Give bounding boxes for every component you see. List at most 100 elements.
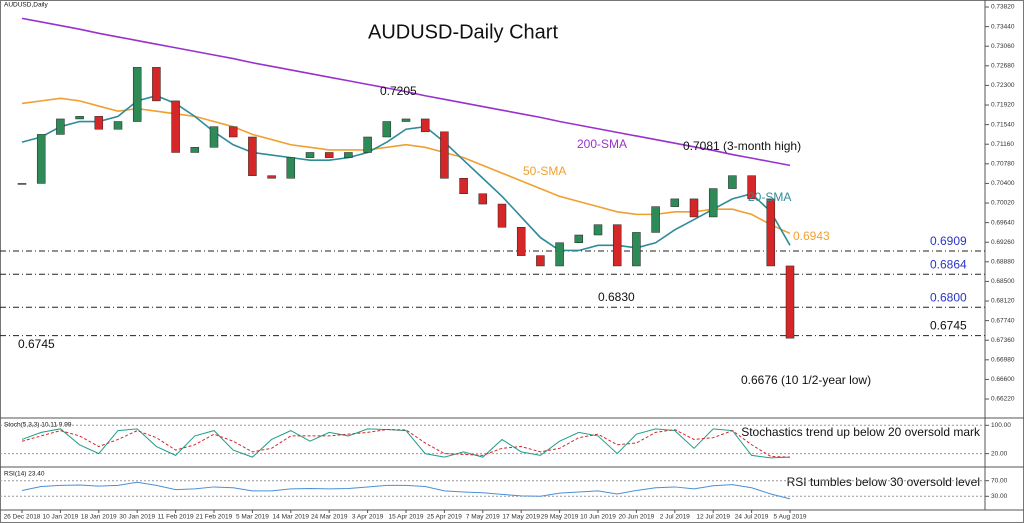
y-tick-label: 0.72680 (991, 63, 1015, 70)
candle (478, 193, 488, 205)
x-tick-label: 26 Dec 2018 (4, 514, 41, 521)
candle (420, 118, 430, 133)
y-tick-label: 0.67740 (991, 317, 1015, 324)
series-line (21, 17, 791, 167)
candle (574, 234, 584, 243)
y-tick-label: 0.71920 (991, 102, 1015, 109)
candle (248, 136, 257, 176)
series-label: 200-SMA (577, 137, 627, 151)
x-tick-label: 5 Mar 2019 (236, 514, 269, 521)
y-tick-label: 0.66220 (991, 396, 1015, 403)
candle (747, 175, 756, 200)
x-tick-label: 11 Feb 2019 (158, 514, 194, 521)
annotation: 0.6745 (18, 337, 55, 351)
candle (382, 121, 392, 138)
candle (708, 188, 718, 218)
series-line (21, 428, 791, 459)
level-label: 0.6800 (930, 290, 967, 304)
annotation: 0.6943 (793, 229, 830, 243)
x-tick-label: 25 Apr 2019 (427, 514, 462, 521)
candle (171, 100, 180, 153)
candle (440, 131, 449, 179)
x-tick-label: 5 Aug 2019 (774, 514, 807, 521)
rsi-note: RSI tumbles below 30 oversold level (787, 475, 980, 489)
rsi-title: RSI(14) 23.40 (4, 471, 45, 478)
candle (670, 198, 680, 207)
level-label: 0.6745 (930, 319, 967, 333)
candle (36, 134, 46, 184)
y-tick-label: 0.69640 (991, 219, 1015, 226)
candle (132, 67, 142, 122)
x-tick-label: 18 Jan 2019 (81, 514, 117, 521)
y-tick-label: 0.70780 (991, 161, 1015, 168)
y-tick-label: 0.73440 (991, 23, 1015, 30)
y-tick-label: 100.00 (991, 422, 1011, 429)
y-tick-label: 0.68120 (991, 298, 1015, 305)
level-label: 0.6864 (930, 257, 967, 271)
y-tick-label: 0.68500 (991, 278, 1015, 285)
candle (17, 183, 27, 185)
y-tick-label: 0.72300 (991, 82, 1015, 89)
level-label: 0.6909 (930, 234, 967, 248)
x-tick-label: 15 Apr 2019 (388, 514, 423, 521)
x-tick-label: 14 Mar 2019 (273, 514, 310, 521)
y-tick-label: 0.70020 (991, 200, 1015, 207)
candle (497, 203, 507, 228)
y-tick-label: 0.68880 (991, 259, 1015, 266)
candle (363, 136, 372, 153)
x-tick-label: 12 Jul 2019 (696, 514, 730, 521)
candle (190, 147, 200, 153)
series-label: 20-SMA (748, 190, 791, 204)
chart-title: AUDUSD-Daily Chart (368, 21, 558, 43)
candle (344, 152, 353, 158)
candle (267, 175, 276, 179)
series-line (21, 97, 791, 235)
series-line (21, 429, 791, 458)
symbol-label: AUDUSD,Daily (4, 2, 48, 9)
y-tick-label: 0.66980 (991, 357, 1015, 364)
y-tick-label: 20.00 (991, 450, 1008, 457)
x-tick-label: 24 Jul 2019 (735, 514, 769, 521)
candle (75, 116, 84, 120)
y-tick-label: 0.69260 (991, 239, 1015, 246)
y-tick-label: 0.70400 (991, 180, 1015, 187)
series-label: 50-SMA (523, 164, 566, 178)
annotation: 0.6830 (598, 290, 635, 304)
candle (651, 206, 660, 233)
y-tick-label: 0.71160 (991, 141, 1014, 148)
candle (516, 227, 526, 256)
candle (401, 118, 411, 122)
x-tick-label: 10 Jun 2019 (580, 514, 616, 521)
x-tick-label: 10 Jan 2019 (43, 514, 79, 521)
x-tick-label: 24 Mar 2019 (311, 514, 348, 521)
y-tick-label: 30.00 (991, 493, 1008, 500)
candle (785, 265, 795, 339)
x-tick-label: 2 Jul 2019 (660, 514, 690, 521)
annotation: 0.6676 (10 1/2-year low) (741, 373, 871, 387)
candle (728, 175, 737, 189)
candle (689, 198, 699, 218)
candle (536, 255, 545, 267)
y-tick-label: 0.66600 (991, 376, 1015, 383)
candle (632, 232, 641, 267)
candle (94, 116, 104, 130)
x-tick-label: 21 Feb 2019 (196, 514, 233, 521)
candle (56, 118, 65, 135)
x-tick-label: 17 May 2019 (502, 514, 540, 521)
candle (228, 126, 238, 138)
candle (152, 67, 161, 102)
candle (459, 178, 468, 194)
annotation: 0.7205 (380, 84, 417, 98)
candle (113, 121, 123, 130)
x-tick-label: 30 Jan 2019 (119, 514, 155, 521)
candle (324, 152, 334, 158)
candle (555, 242, 564, 267)
x-tick-label: 20 Jun 2019 (619, 514, 655, 521)
x-tick-label: 7 May 2019 (466, 514, 500, 521)
candle (612, 224, 622, 267)
series-line (21, 481, 791, 500)
candle (766, 198, 776, 267)
y-tick-label: 0.73820 (991, 4, 1015, 11)
